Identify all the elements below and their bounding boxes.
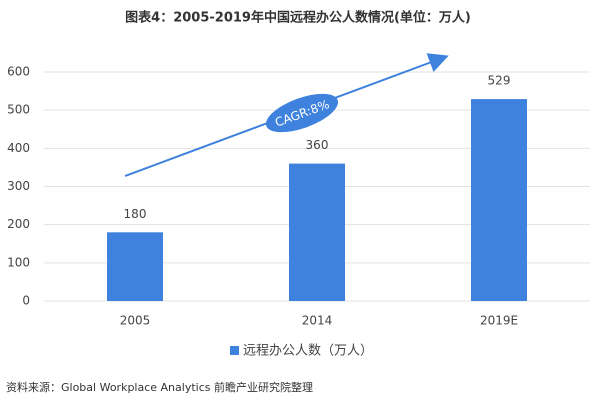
bar (471, 99, 527, 302)
cagr-ellipse (265, 93, 339, 133)
y-tick-label: 400 (7, 141, 30, 155)
bar (289, 163, 345, 301)
y-tick-label: 100 (7, 255, 30, 269)
y-tick-label: 500 (7, 103, 30, 117)
y-tick-label: 300 (7, 179, 30, 193)
legend-swatch (230, 346, 239, 355)
x-tick-label: 2014 (302, 314, 333, 328)
x-tick-label: 2005 (120, 314, 151, 328)
data-label: 180 (124, 207, 147, 221)
y-tick-label: 200 (7, 217, 30, 231)
bar (107, 232, 163, 301)
data-label: 360 (306, 138, 329, 152)
x-tick-label: 2019E (480, 314, 518, 328)
legend-label: 远程办公人数（万人） (243, 344, 373, 359)
chart-title: 图表4：2005-2019年中国远程办公人数情况(单位：万人) (125, 10, 471, 26)
data-label: 529 (488, 74, 511, 88)
y-tick-label: 0 (22, 294, 30, 308)
y-tick-label: 600 (7, 65, 30, 79)
source: 资料来源：Global Workplace Analytics 前瞻产业研究院整… (6, 380, 313, 394)
cagr-badge: CAGR:8% (265, 93, 339, 133)
